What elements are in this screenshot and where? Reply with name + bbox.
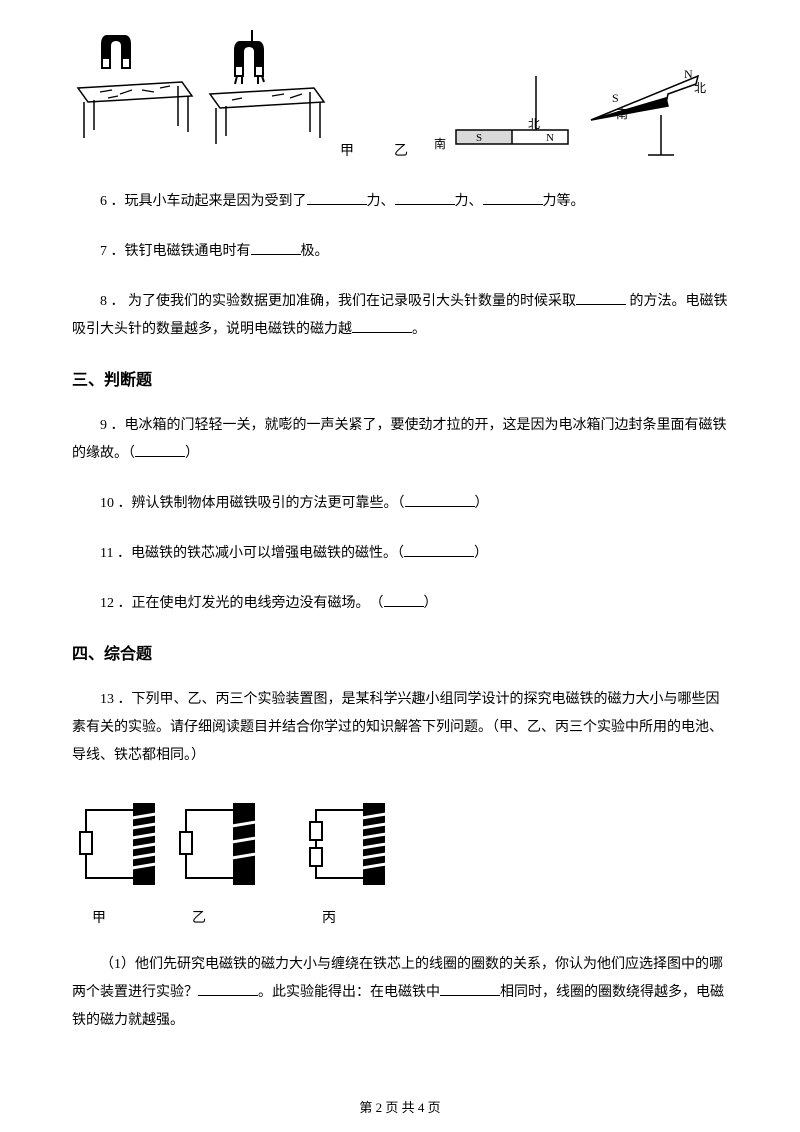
q12-post: ）: [424, 596, 438, 611]
q13-sub1-b: 。此实验能得出：在电磁铁中: [258, 985, 440, 1000]
svg-text:S: S: [612, 91, 619, 105]
q6-mid1: 力、: [367, 194, 395, 209]
q6-blank-1[interactable]: [307, 191, 367, 205]
q11-blank[interactable]: [404, 543, 474, 557]
circuit-bing: [302, 792, 402, 897]
q9-post: ）: [185, 446, 199, 461]
q12-blank[interactable]: [384, 593, 424, 607]
q8-post: 。: [412, 322, 426, 337]
section-4-heading: 四、综合题: [72, 640, 728, 664]
q11-post: ）: [474, 546, 488, 561]
q6-blank-2[interactable]: [395, 191, 455, 205]
question-11: 11 ．电磁铁的铁芯减小可以增强电磁铁的磁性。（ ）: [72, 540, 728, 568]
circuit-label-jia: 甲: [72, 907, 172, 927]
q11-text: 11 ．电磁铁的铁芯减小可以增强电磁铁的磁性。（: [100, 546, 404, 561]
q8-blank-2[interactable]: [352, 319, 412, 333]
top-figure-row: 甲 乙 N 北 S 南 S N 北 南: [72, 30, 728, 160]
q6-post: 力等。: [543, 194, 585, 209]
svg-text:N: N: [684, 70, 693, 81]
svg-text:北: 北: [694, 81, 706, 95]
q7-blank[interactable]: [251, 241, 301, 255]
figure-jia: [72, 30, 332, 160]
q7-post: 极。: [301, 244, 329, 259]
q13-sub1-blank-1[interactable]: [198, 982, 258, 996]
q8-pre: 8 ． 为了使我们的实验数据更加准确，我们在记录吸引大头针数量的时候采取: [100, 294, 576, 309]
figure-jia-label: 甲: [340, 140, 354, 160]
circuit-yi: [172, 792, 272, 897]
svg-text:南: 南: [616, 106, 628, 121]
question-8: 8 ． 为了使我们的实验数据更加准确，我们在记录吸引大头针数量的时候采取 的方法…: [72, 288, 728, 344]
q6-pre: 6 ．玩具小车动起来是因为受到了: [100, 194, 307, 209]
question-12: 12 ．正在使电灯发光的电线旁边没有磁场。 （ ）: [72, 590, 728, 618]
question-13-intro: 13 ．下列甲、乙、丙三个实验装置图，是某科学兴趣小组同学设计的探究电磁铁的磁力…: [72, 686, 728, 770]
question-10: 10 ．辨认铁制物体用磁铁吸引的方法更可靠些。（ ）: [72, 490, 728, 518]
page-footer: 第 2 页 共 4 页: [0, 1097, 800, 1116]
svg-text:N: N: [546, 132, 554, 144]
q8-blank-1[interactable]: [576, 291, 626, 305]
q7-pre: 7 ．铁钉电磁铁通电时有: [100, 244, 251, 259]
q10-text: 10 ．辨认铁制物体用磁铁吸引的方法更可靠些。（: [100, 496, 405, 511]
q12-text: 12 ．正在使电灯发光的电线旁边没有磁场。 （: [100, 596, 384, 611]
q13-sub1-blank-2[interactable]: [440, 982, 500, 996]
section-3-heading: 三、判断题: [72, 366, 728, 390]
question-13-sub1: （1）他们先研究电磁铁的磁力大小与缠绕在铁芯上的线圈的圈数的关系，你认为他们应选…: [72, 951, 728, 1035]
circuit-label-bing: 丙: [272, 907, 402, 927]
circuit-figures: [72, 792, 728, 897]
circuit-labels: 甲 乙 丙: [72, 907, 728, 927]
figure-yi: N 北 S 南 S N 北 南: [416, 70, 706, 160]
q10-blank[interactable]: [405, 493, 475, 507]
q10-post: ）: [475, 496, 489, 511]
q9-blank[interactable]: [135, 443, 185, 457]
svg-text:北: 北: [528, 117, 540, 131]
question-6: 6 ．玩具小车动起来是因为受到了 力、 力、 力等。: [72, 188, 728, 216]
circuit-jia: [72, 792, 172, 897]
question-9: 9 ．电冰箱的门轻轻一关，就嘭的一声关紧了，要使劲才拉的开，这是因为电冰箱门边封…: [72, 412, 728, 468]
figure-yi-label: 乙: [394, 140, 408, 160]
circuit-label-yi: 乙: [172, 907, 272, 927]
svg-text:南: 南: [434, 136, 446, 151]
question-7: 7 ．铁钉电磁铁通电时有 极。: [72, 238, 728, 266]
q6-blank-3[interactable]: [483, 191, 543, 205]
q6-mid2: 力、: [455, 194, 483, 209]
